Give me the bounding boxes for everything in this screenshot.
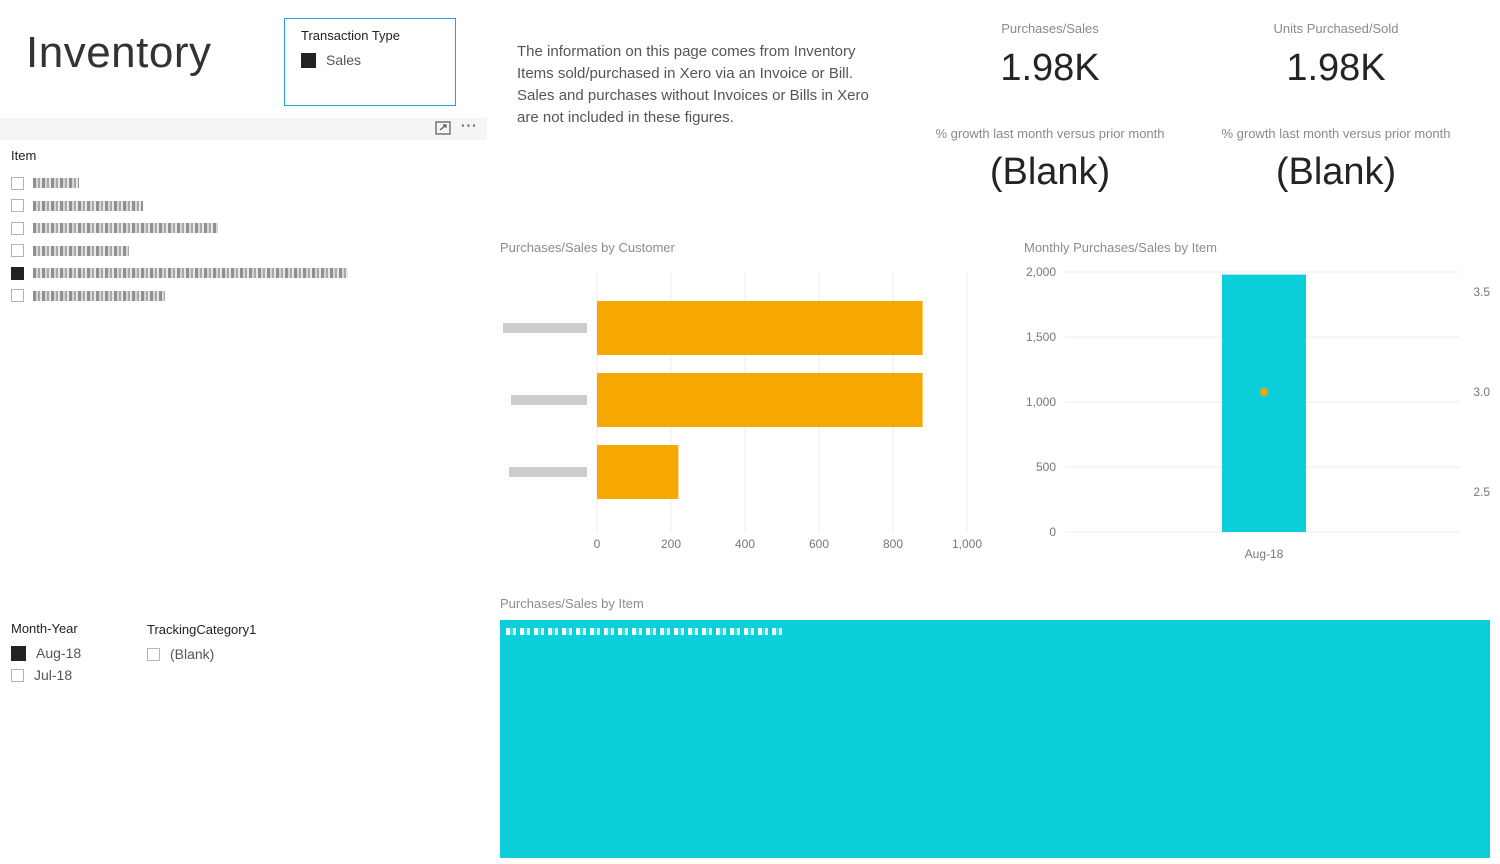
item-slicer-option[interactable] [11,195,348,218]
redacted-item-label [33,290,165,301]
item-treemap[interactable] [500,620,1490,858]
option-label: (Blank) [170,646,215,662]
y2-tick-label: 3.0 [1473,385,1490,399]
line-point [1260,388,1268,396]
y2-tick-label: 3.5 [1473,285,1490,299]
visual-header-bar [0,118,487,140]
option-label: Aug-18 [36,645,82,661]
focus-mode-icon[interactable] [435,121,451,139]
kpi-purchases-sales-label: Purchases/Sales [1001,21,1099,36]
redacted-customer-label [511,395,587,405]
month-option-aug-18[interactable]: Aug-18 [11,642,81,664]
redacted-treemap-label [506,628,786,635]
tracking-slicer: (Blank) [147,643,214,665]
checkbox-checked-icon[interactable] [301,52,316,68]
kpi-growth-value: (Blank) [989,151,1111,193]
transaction-type-option-sales[interactable]: Sales [301,52,361,68]
y-tick-label: 2,000 [1026,265,1056,279]
kpi-units-value: 1.98K [1286,47,1386,89]
item-slicer-option[interactable] [11,217,348,240]
redacted-customer-label [509,467,587,477]
option-label: Jul-18 [34,667,73,683]
checkbox-icon[interactable] [11,176,24,190]
redacted-item-label [33,245,129,256]
checkbox-checked-icon[interactable] [11,266,24,280]
y-tick-label: 1,500 [1026,330,1056,344]
redacted-customer-label [503,323,587,333]
redacted-item-label [33,223,218,234]
more-options-icon[interactable]: ⋯ [460,116,478,136]
item-slicer-option[interactable] [11,262,348,285]
checkbox-icon[interactable] [147,647,160,661]
transaction-type-header: Transaction Type [301,28,400,43]
checkbox-icon[interactable] [11,244,24,258]
customer-bar [597,445,679,499]
monthly-chart-title: Monthly Purchases/Sales by Item [1024,240,1217,255]
month-year-slicer: Aug-18 Jul-18 [11,642,81,686]
y-tick-label: 500 [1036,460,1056,474]
x-tick-label: 600 [809,537,829,551]
redacted-item-label [33,178,79,189]
tracking-slicer-header: TrackingCategory1 [147,622,257,637]
x-tick-label: 200 [661,537,681,551]
y2-tick-label: 2.5 [1473,485,1490,499]
customer-chart-title: Purchases/Sales by Customer [500,240,675,255]
checkbox-icon[interactable] [11,221,24,235]
x-tick-label: 400 [735,537,755,551]
checkbox-icon[interactable] [11,289,24,303]
checkbox-icon[interactable] [11,668,24,682]
monthly-column [1222,274,1306,532]
customer-bar-chart[interactable]: 0 200 400 600 800 1,000 [495,262,995,562]
month-year-slicer-header: Month-Year [11,621,78,636]
x-tick-label: 1,000 [952,537,982,551]
transaction-type-slicer: Transaction Type Sales [284,18,456,106]
redacted-item-label [33,200,143,211]
treemap-title: Purchases/Sales by Item [500,596,644,611]
tracking-option-blank[interactable]: (Blank) [147,643,214,665]
redacted-item-label [33,268,348,279]
item-slicer-option[interactable] [11,240,348,263]
item-slicer-option[interactable] [11,285,348,308]
kpi-units-growth-label: % growth last month versus prior month [1221,126,1451,141]
month-option-jul-18[interactable]: Jul-18 [11,664,81,686]
y-tick-label: 0 [1049,525,1056,539]
kpi-units-label: Units Purchased/Sold [1273,21,1399,36]
kpi-units-growth-value: (Blank) [1275,151,1397,193]
customer-bar [597,301,923,355]
page-description: The information on this page comes from … [517,43,869,126]
kpi-growth-label: % growth last month versus prior month [935,126,1165,141]
checkbox-checked-icon[interactable] [11,645,26,661]
checkbox-icon[interactable] [11,199,24,213]
kpi-purchases-sales-value: 1.98K [1000,47,1100,89]
page-title: Inventory [26,28,212,77]
x-category-label: Aug-18 [1245,547,1284,561]
option-label: Sales [326,52,362,68]
x-tick-label: 0 [594,537,601,551]
item-slicer-option[interactable] [11,172,348,195]
x-tick-label: 800 [883,537,903,551]
item-slicer-header: Item [11,148,37,163]
customer-bar [597,373,923,427]
y-tick-label: 1,000 [1026,395,1056,409]
item-slicer-list [11,172,348,307]
monthly-combo-chart[interactable]: 0 500 1,000 1,500 2,000 2.5 3.0 3.5 Aug-18 [1015,262,1500,572]
